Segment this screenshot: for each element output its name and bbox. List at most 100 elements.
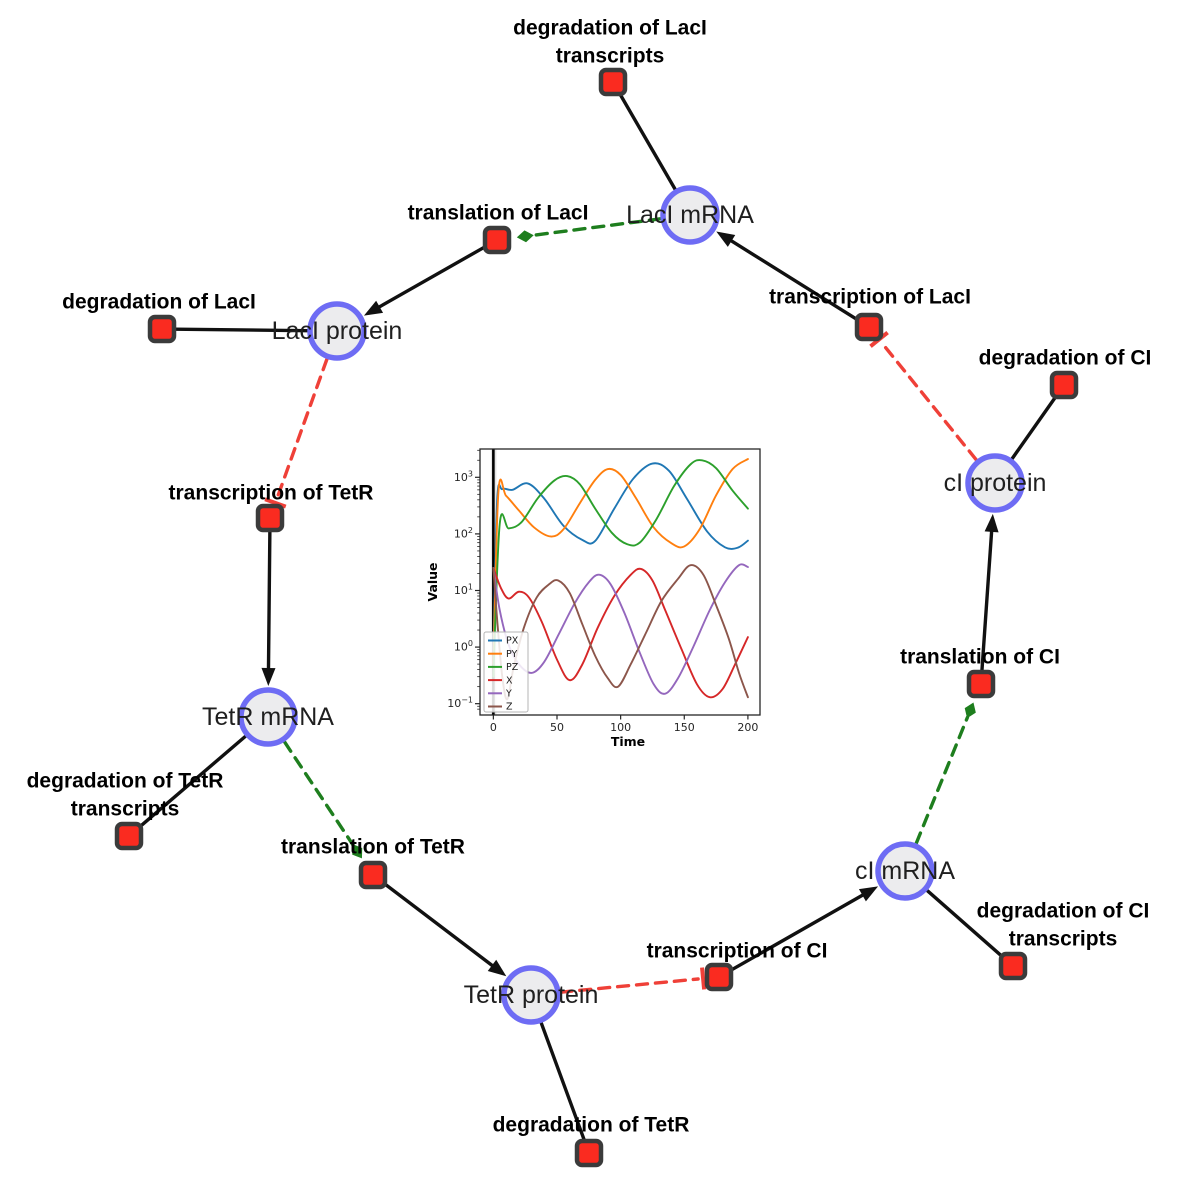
edge-production-translation-tetr-to-tetr-protein — [381, 881, 497, 970]
edge-production-translation-laci-to-laci-protein — [374, 244, 488, 311]
species-laci-protein — [307, 301, 367, 361]
reaction-label-translation-ci: translation of CI — [900, 646, 1060, 669]
legend-label-X: X — [506, 675, 513, 686]
labels-layer: degradation of LacI transcripts translatio… — [27, 17, 1152, 1137]
y-tick-label: 101 — [454, 582, 473, 597]
reaction-label-deg-tetr: degradation of TetR — [493, 1114, 690, 1137]
legend-label-PX: PX — [506, 636, 519, 647]
x-tick-label: 200 — [737, 721, 758, 734]
y-tick-label: 10−1 — [447, 696, 473, 711]
arrowhead — [858, 886, 879, 902]
reaction-translation-tetr — [358, 860, 388, 890]
reaction-label-deg-tetr-transcripts: degradation of TetR — [27, 770, 224, 793]
edge-catalysis-tetr-mrna-to-translation-tetr — [282, 740, 355, 847]
species-tetr-protein — [501, 965, 561, 1025]
species-ci-protein — [965, 453, 1025, 513]
modifier-diamond — [352, 844, 363, 859]
edge-inhibition-tetr-protein-to-transcription-ci — [559, 977, 700, 994]
modifier-diamond — [516, 230, 534, 243]
species-tetr-mrna — [238, 687, 298, 747]
species-label-tetr-protein: TetR protein — [464, 981, 599, 1009]
chart-series-PZ — [492, 459, 749, 678]
edge-catalysis-laci-mrna-to-translation-laci — [531, 217, 662, 238]
edge-inhibition-ci-protein-to-transcription-laci — [880, 341, 978, 462]
reaction-deg-laci — [147, 314, 177, 344]
x-axis-label: Time — [611, 734, 645, 749]
arrowhead — [261, 667, 276, 687]
modifier-diamond — [964, 702, 976, 719]
reaction-transcription-tetr — [255, 503, 285, 533]
edge-catalysis-ci-mrna-to-translation-ci — [914, 715, 970, 845]
inhibition-bar — [700, 967, 707, 990]
reaction-deg-tetr-transcripts — [114, 821, 144, 851]
reaction-transcription-laci — [854, 312, 884, 342]
x-tick-label: 100 — [610, 721, 631, 734]
reaction-label-transcription-tetr: transcription of TetR — [169, 482, 374, 505]
reaction-label-translation-laci: translation of LacI — [408, 202, 589, 225]
edge-link-ci-mrna-to-deg-ci-transcripts — [925, 889, 1005, 960]
y-tick-label: 102 — [454, 526, 473, 541]
y-axis-label: Value — [425, 562, 440, 601]
chart-ticks: 0 50 100 150 200 10−1 100 101 102 103 — [447, 449, 758, 734]
edges-layer — [137, 91, 1059, 1143]
reaction-label-transcription-laci: transcription of LacI — [769, 286, 971, 309]
reaction-label-translation-tetr: translation of TetR — [281, 836, 465, 859]
legend-box — [483, 631, 529, 713]
edge-inhibition-laci-protein-to-transcription-tetr — [275, 357, 329, 500]
species-layer — [238, 185, 1025, 1025]
edge-production-transcription-tetr-to-tetr-mrna — [266, 529, 272, 674]
arrowhead — [984, 513, 999, 533]
species-label-ci-protein: cI protein — [944, 469, 1047, 497]
reaction-label-deg-laci: degradation of LacI — [62, 291, 256, 314]
legend-label-PY: PY — [506, 649, 518, 660]
reaction-translation-laci — [482, 225, 512, 255]
species-ci-mrna — [875, 841, 935, 901]
reaction-label-deg-ci: degradation of CI — [979, 347, 1152, 370]
chart-background — [425, 433, 770, 763]
edge-link-tetr-mrna-to-deg-tetr-transcripts — [137, 734, 247, 830]
chart-series-PY — [492, 458, 749, 666]
legend-label-Z: Z — [506, 702, 513, 713]
species-laci-mrna — [660, 185, 720, 245]
edge-link-ci-protein-to-deg-ci — [1010, 393, 1059, 461]
edge-production-transcription-laci-to-laci-mrna — [726, 237, 860, 322]
x-tick-label: 0 — [490, 721, 497, 734]
legend-label-PZ: PZ — [506, 662, 519, 673]
reaction-label-transcription-ci: transcription of CI — [647, 940, 828, 963]
legend-label-Y: Y — [505, 689, 512, 700]
reactions-layer — [114, 67, 1079, 1168]
reaction-deg-ci — [1049, 370, 1079, 400]
edge-link-tetr-protein-to-deg-tetr — [539, 1021, 587, 1143]
y-tick-label: 103 — [454, 469, 473, 484]
arrowhead — [363, 300, 384, 316]
reaction-transcription-ci — [704, 962, 734, 992]
chart-series-X — [492, 567, 749, 699]
reaction-deg-ci-transcripts — [998, 951, 1028, 981]
reaction-label-deg-laci-transcripts: degradation of LacI — [513, 17, 707, 40]
arrowhead — [487, 959, 507, 977]
species-label-laci-mrna: LacI mRNA — [626, 201, 754, 229]
edge-production-transcription-ci-to-ci-mrna — [728, 891, 868, 973]
reaction-label-deg-laci-transcripts: transcripts — [556, 45, 665, 68]
reaction-deg-laci-transcripts — [598, 67, 628, 97]
inset-chart-svg: 0 50 100 150 20010−1100101102103TimeValuePXP… — [425, 433, 770, 763]
timeseries-inset: 0 50 100 150 200 10−1 100 101 102 103 Time Value PX P… — [425, 433, 770, 763]
chart-legend: PX PY PZ XYZ — [483, 631, 529, 713]
x-tick-label: 50 — [550, 721, 564, 734]
reaction-label-deg-ci-transcripts: transcripts — [1009, 928, 1118, 951]
reaction-label-deg-tetr-transcripts: transcripts — [71, 798, 180, 821]
y-tick-label: 100 — [454, 639, 473, 654]
species-label-ci-mrna: cI mRNA — [855, 857, 955, 885]
chart-frame — [479, 448, 761, 716]
edge-link-laci-protein-to-deg-laci — [173, 327, 309, 333]
species-label-laci-protein: LacI protein — [272, 317, 403, 345]
edge-link-laci-mrna-to-deg-laci-transcripts — [617, 91, 677, 191]
x-tick-label: 150 — [674, 721, 695, 734]
reaction-translation-ci — [966, 669, 996, 699]
chart-series-PX — [492, 462, 749, 654]
reaction-label-deg-ci-transcripts: degradation of CI — [977, 900, 1150, 923]
species-label-tetr-mrna: TetR mRNA — [202, 703, 334, 731]
arrowhead — [716, 231, 736, 247]
